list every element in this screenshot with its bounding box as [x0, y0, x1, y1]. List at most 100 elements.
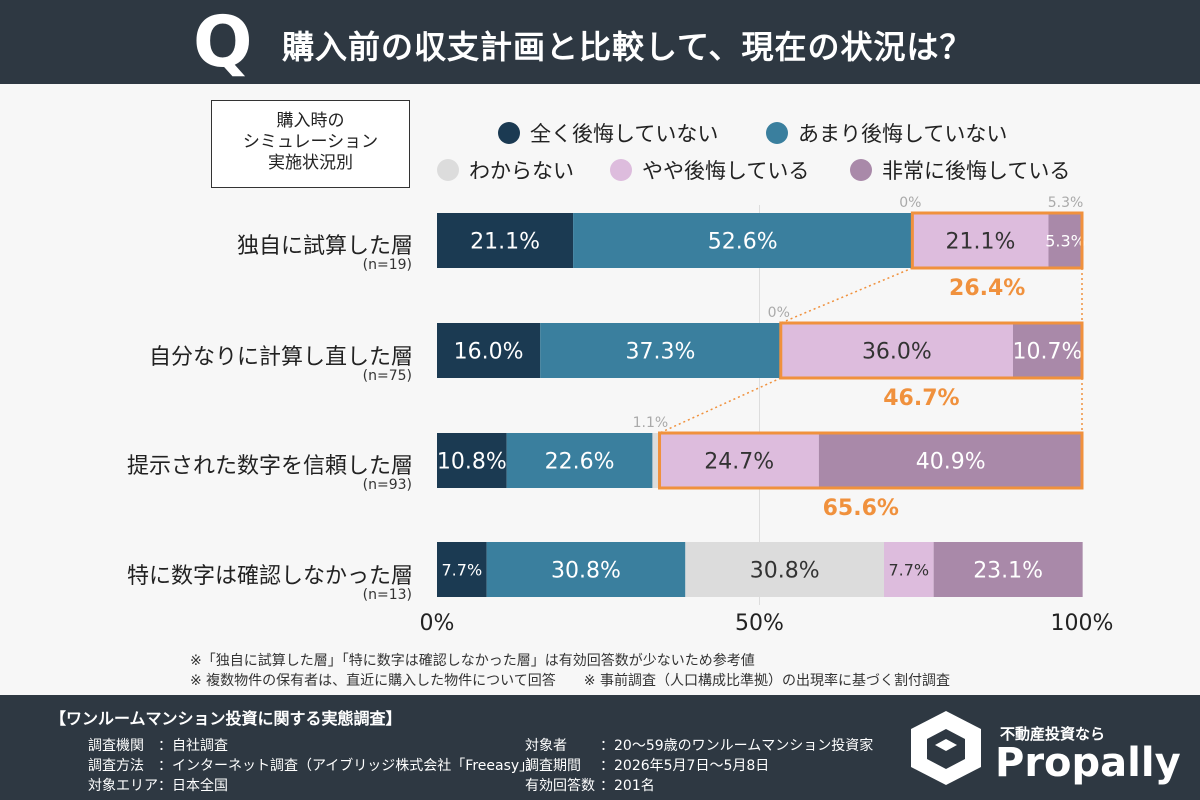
data-label-r3-s2: 30.8%	[750, 558, 820, 583]
footer-value-period: ：2026年5月7日〜5月8日	[600, 758, 770, 774]
bar-segment-r0-s4	[1048, 213, 1083, 268]
bar-segment-r2-s1	[506, 433, 653, 488]
small-label-dontknow-r0: 0%	[899, 195, 921, 211]
regret-total-r0: 26.4%	[949, 276, 1025, 301]
data-label-r0-s4: 5.3%	[1045, 231, 1086, 250]
category-label-0: 独自に試算した層	[236, 234, 413, 259]
footnote-2: ※ 複数物件の保有者は、直近に購入した物件について回答 ※ 事前調査（人口構成比…	[190, 673, 950, 689]
data-label-r1-s0: 16.0%	[454, 339, 524, 364]
data-label-r2-s4: 40.9%	[916, 449, 986, 474]
x-tick-label-2: 100%	[1051, 611, 1114, 636]
bar-segment-r2-s0	[437, 433, 507, 488]
data-label-r2-s1: 22.6%	[545, 449, 615, 474]
data-label-r3-s4: 23.1%	[973, 558, 1043, 583]
footer-value-method: ：インターネット調査（アイブリッジ株式会社「Freeasy」）	[158, 758, 541, 774]
legend-dot-s4	[610, 159, 632, 181]
footer-key-responses: 有効回答数	[525, 778, 595, 794]
small-label-dontknow-r2: 1.1%	[633, 415, 669, 431]
brand-tagline: 不動産投資なら	[1000, 725, 1106, 743]
footer-value-org: ：自社調査	[158, 738, 228, 754]
data-label-r0-s3: 21.1%	[945, 229, 1015, 254]
bar-segment-r3-s3	[883, 542, 934, 597]
bar-segment-r3-s1	[486, 542, 686, 597]
legend-dot-s5	[850, 159, 872, 181]
data-label-r1-s3: 36.0%	[862, 339, 932, 364]
category-n-0: (n=19)	[362, 257, 412, 273]
bar-segment-r3-s4	[933, 542, 1083, 597]
category-label-1: 自分なりに計算し直した層	[148, 345, 413, 370]
footer-key-method: 調査方法	[88, 758, 144, 774]
bar-segment-r1-s0	[437, 323, 541, 378]
header-bar: Q 購入前の収支計画と比較して、現在の状況は？	[0, 0, 1200, 84]
data-label-r1-s1: 37.3%	[626, 339, 696, 364]
bar-segment-r1-s1	[540, 323, 781, 378]
highlight-box-r2	[658, 431, 1084, 490]
highlight-box-r1	[779, 321, 1084, 380]
legend-dot-s2	[766, 122, 788, 144]
data-label-r2-s3: 24.7%	[704, 449, 774, 474]
bar-segment-r2-s3	[659, 433, 819, 488]
bar-segment-r2-s2	[652, 433, 660, 488]
regret-total-r1: 46.7%	[883, 386, 959, 411]
footer-key-period: 調査期間	[525, 758, 581, 774]
segment-label-line2: シミュレーション	[242, 132, 379, 152]
legend-label-s1: 全く後悔していない	[530, 122, 719, 146]
category-n-1: (n=75)	[362, 368, 412, 384]
footnote-1: ※「独自に試算した層」「特に数字は確認しなかった層」は有効回答数が少ないため参考…	[190, 653, 755, 669]
propally-logo-icon	[911, 711, 981, 785]
footer-key-area: 対象エリア	[88, 778, 158, 794]
brand-name: Propally	[995, 740, 1181, 786]
category-n-2: (n=93)	[362, 477, 412, 493]
connector-left-r1	[659, 377, 782, 434]
data-label-r3-s0: 7.7%	[442, 560, 483, 579]
x-tick-label-1: 50%	[735, 611, 784, 636]
data-label-r1-s4: 10.7%	[1013, 339, 1083, 364]
bar-segment-r2-s4	[818, 433, 1083, 488]
data-label-r3-s1: 30.8%	[551, 558, 621, 583]
legend-item-s2: あまり後悔していない	[766, 118, 1007, 148]
data-label-r2-s0: 10.8%	[437, 449, 507, 474]
small-label-very-regret-r0: 5.3%	[1048, 195, 1084, 211]
bar-segment-r0-s0	[437, 213, 574, 268]
legend-label-s2: あまり後悔していない	[798, 122, 1008, 146]
legend-label-s3: わからない	[469, 159, 574, 183]
data-label-r0-s1: 52.6%	[708, 229, 778, 254]
footer-bar: 【ワンルームマンション投資に関する実態調査】 調査機関 ：自社調査 調査方法 ：…	[0, 695, 1200, 800]
category-n-3: (n=13)	[362, 587, 412, 603]
segment-label-line1: 購入時の	[276, 111, 345, 131]
segment-label-box: 購入時の シミュレーション 実施状況別	[211, 100, 410, 188]
segment-label-line3: 実施状況別	[268, 153, 353, 173]
x-tick-label-0: 0%	[420, 611, 455, 636]
page-title: 購入前の収支計画と比較して、現在の状況は？	[282, 28, 973, 66]
bar-segment-r0-s3	[912, 213, 1049, 268]
bar-segment-r1-s3	[780, 323, 1013, 378]
footer-key-target: 対象者	[525, 738, 567, 754]
legend-dot-s1	[498, 122, 520, 144]
legend-item-s3: わからない	[437, 155, 574, 185]
connector-left-r0	[780, 267, 913, 324]
data-label-r3-s3: 7.7%	[888, 560, 929, 579]
survey-title: 【ワンルームマンション投資に関する実態調査】	[50, 709, 402, 728]
category-label-2: 提示された数字を信頼した層	[126, 454, 413, 479]
bar-segment-r1-s4	[1012, 323, 1082, 378]
data-label-r0-s0: 21.1%	[470, 229, 540, 254]
legend-item-s4: やや後悔している	[610, 155, 809, 185]
highlight-box-r0	[910, 211, 1084, 270]
legend-dot-s3	[437, 159, 459, 181]
legend-label-s5: 非常に後悔している	[882, 159, 1071, 183]
regret-total-r2: 65.6%	[823, 496, 899, 521]
legend-item-s1: 全く後悔していない	[498, 118, 718, 148]
bar-segment-r3-s0	[437, 542, 487, 597]
bar-segment-r3-s2	[685, 542, 884, 597]
legend-item-s5: 非常に後悔している	[850, 155, 1070, 185]
q-mark: Q	[193, 1, 253, 83]
footer-key-org: 調査機関	[88, 738, 144, 754]
legend-label-s4: やや後悔している	[642, 159, 810, 183]
footer-value-area: ：日本全国	[158, 778, 228, 794]
small-label-dontknow-r1: 0%	[768, 305, 790, 321]
footer-value-target: ：20〜59歳のワンルームマンション投資家	[600, 738, 874, 754]
bar-segment-r0-s1	[573, 213, 913, 268]
category-label-3: 特に数字は確認しなかった層	[126, 564, 413, 589]
footer-value-responses: ：201名	[600, 778, 655, 794]
